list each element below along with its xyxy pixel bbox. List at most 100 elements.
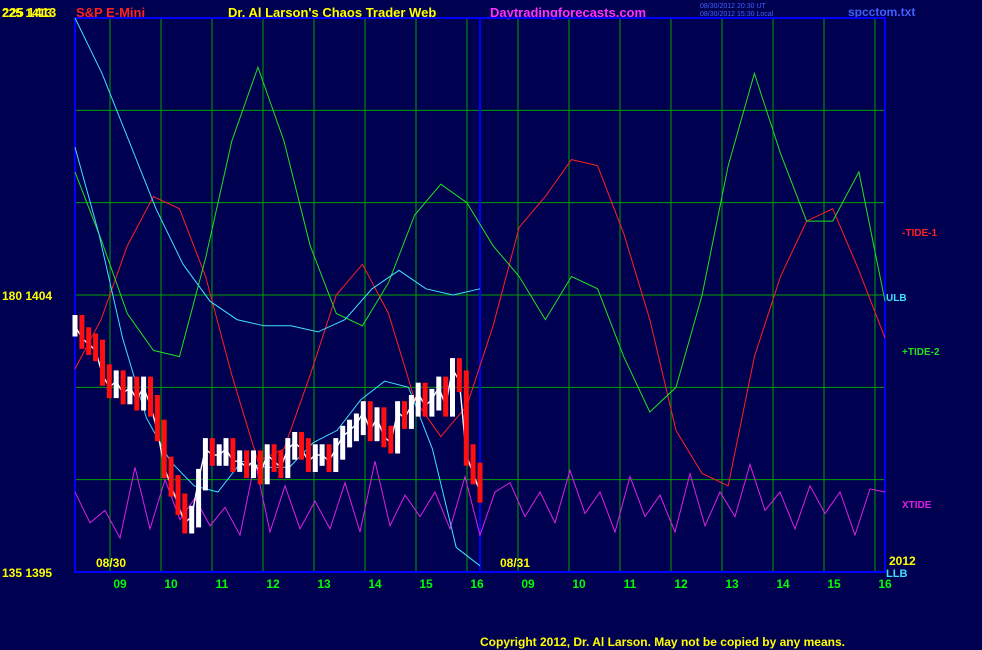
price-bar bbox=[299, 432, 304, 460]
price-bar bbox=[305, 438, 311, 472]
instrument-name: S&P E-Mini bbox=[76, 5, 146, 20]
price-bar bbox=[257, 450, 263, 485]
series-label: -TIDE-1 bbox=[902, 228, 937, 239]
hour-tick-label: 12 bbox=[266, 577, 280, 591]
price-bar bbox=[285, 438, 291, 479]
price-bar bbox=[463, 370, 469, 466]
price-bar bbox=[237, 450, 243, 472]
series-label: LLB bbox=[886, 568, 907, 580]
hour-tick-label: 14 bbox=[368, 577, 382, 591]
price-bar bbox=[202, 438, 208, 491]
price-bar bbox=[450, 358, 455, 417]
site-name: Daytradingforecasts.com bbox=[490, 5, 647, 20]
chart-title: Dr. Al Larson's Chaos Trader Web bbox=[228, 5, 437, 20]
price-bar bbox=[113, 370, 119, 399]
price-bar bbox=[477, 462, 483, 503]
price-bar bbox=[168, 456, 174, 497]
hour-tick-label: 16 bbox=[878, 577, 892, 591]
price-bar bbox=[436, 376, 442, 411]
series-price-line bbox=[74, 325, 481, 525]
price-bar bbox=[175, 475, 181, 516]
price-bar bbox=[340, 425, 346, 460]
price-bar bbox=[182, 493, 188, 534]
price-bar bbox=[86, 327, 92, 355]
price-bar bbox=[72, 315, 78, 337]
price-bar bbox=[381, 407, 387, 448]
price-bar bbox=[429, 388, 435, 417]
price-bar bbox=[278, 450, 284, 479]
price-bar bbox=[271, 444, 277, 472]
price-bar bbox=[333, 438, 339, 472]
price-bar bbox=[196, 468, 202, 528]
price-bar bbox=[292, 432, 298, 460]
price-bar bbox=[374, 407, 380, 442]
price-bar bbox=[230, 438, 236, 472]
hour-tick-label: 13 bbox=[317, 577, 331, 591]
left-axis-label: 180 1404 bbox=[2, 289, 52, 303]
copyright: Copyright 2012, Dr. Al Larson. May not b… bbox=[480, 635, 845, 649]
price-bar bbox=[209, 438, 215, 466]
hour-tick-label: 11 bbox=[624, 577, 637, 591]
price-bar bbox=[79, 315, 85, 349]
timestamp-local: 08/30/2012 15:30 Local bbox=[700, 11, 774, 18]
price-bar bbox=[422, 382, 428, 417]
price-bar bbox=[326, 444, 332, 472]
price-bar bbox=[312, 444, 318, 472]
date-label: 08/31 bbox=[500, 556, 530, 570]
price-bar bbox=[154, 395, 160, 442]
series-ulb-line bbox=[74, 17, 481, 333]
price-bar bbox=[408, 395, 414, 429]
price-bar bbox=[443, 376, 449, 417]
price-bar bbox=[402, 401, 407, 429]
hour-tick-label: 16 bbox=[470, 577, 484, 591]
series-label: +TIDE-2 bbox=[902, 347, 940, 358]
price-bar bbox=[347, 419, 353, 448]
price-bar bbox=[141, 376, 147, 411]
hour-tick-label: 15 bbox=[827, 577, 841, 591]
hour-tick-label: 15 bbox=[419, 577, 433, 591]
price-bar bbox=[319, 444, 325, 466]
price-bar bbox=[360, 401, 366, 436]
hour-tick-label: 09 bbox=[113, 577, 127, 591]
price-bar bbox=[127, 376, 133, 405]
series-xtide-line bbox=[74, 461, 886, 540]
series-tide-2-line bbox=[74, 65, 886, 413]
date-label: 08/30 bbox=[96, 556, 126, 570]
price-bar bbox=[223, 438, 229, 466]
price-bar bbox=[456, 358, 462, 392]
price-bar bbox=[470, 444, 476, 485]
hour-tick-label: 12 bbox=[674, 577, 688, 591]
price-bar bbox=[134, 376, 140, 411]
price-bar bbox=[148, 376, 153, 417]
price-bar bbox=[100, 339, 105, 386]
hour-tick-label: 10 bbox=[572, 577, 586, 591]
file-name: spcctom.txt bbox=[848, 5, 916, 19]
series-label: ULB bbox=[886, 293, 907, 304]
hour-tick-label: 14 bbox=[776, 577, 790, 591]
left-axis-label: 225 1413 bbox=[2, 6, 52, 20]
price-bar bbox=[93, 333, 99, 362]
price-bar bbox=[161, 419, 167, 479]
hour-tick-label: 09 bbox=[521, 577, 535, 591]
price-bar bbox=[251, 450, 256, 479]
hour-tick-label: 13 bbox=[725, 577, 739, 591]
price-bar bbox=[106, 364, 112, 399]
top-axis-label: 225 1413 bbox=[2, 5, 57, 20]
price-bar bbox=[189, 505, 195, 534]
price-bar bbox=[415, 382, 421, 417]
price-bar bbox=[388, 425, 394, 454]
price-bar bbox=[120, 370, 126, 405]
price-bar bbox=[264, 444, 270, 485]
hour-tick-label: 11 bbox=[216, 577, 229, 591]
series-tide-1-line bbox=[74, 159, 886, 487]
price-bar bbox=[244, 450, 250, 479]
left-axis-label: 135 1395 bbox=[2, 566, 52, 580]
price-bar bbox=[216, 444, 222, 466]
price-bar bbox=[395, 401, 401, 454]
hour-tick-label: 10 bbox=[164, 577, 178, 591]
price-bar bbox=[353, 413, 359, 442]
price-bar bbox=[367, 401, 373, 442]
timestamp-ut: 08/30/2012 20:30 UT bbox=[700, 3, 766, 10]
date-label: 2012 bbox=[889, 554, 916, 568]
